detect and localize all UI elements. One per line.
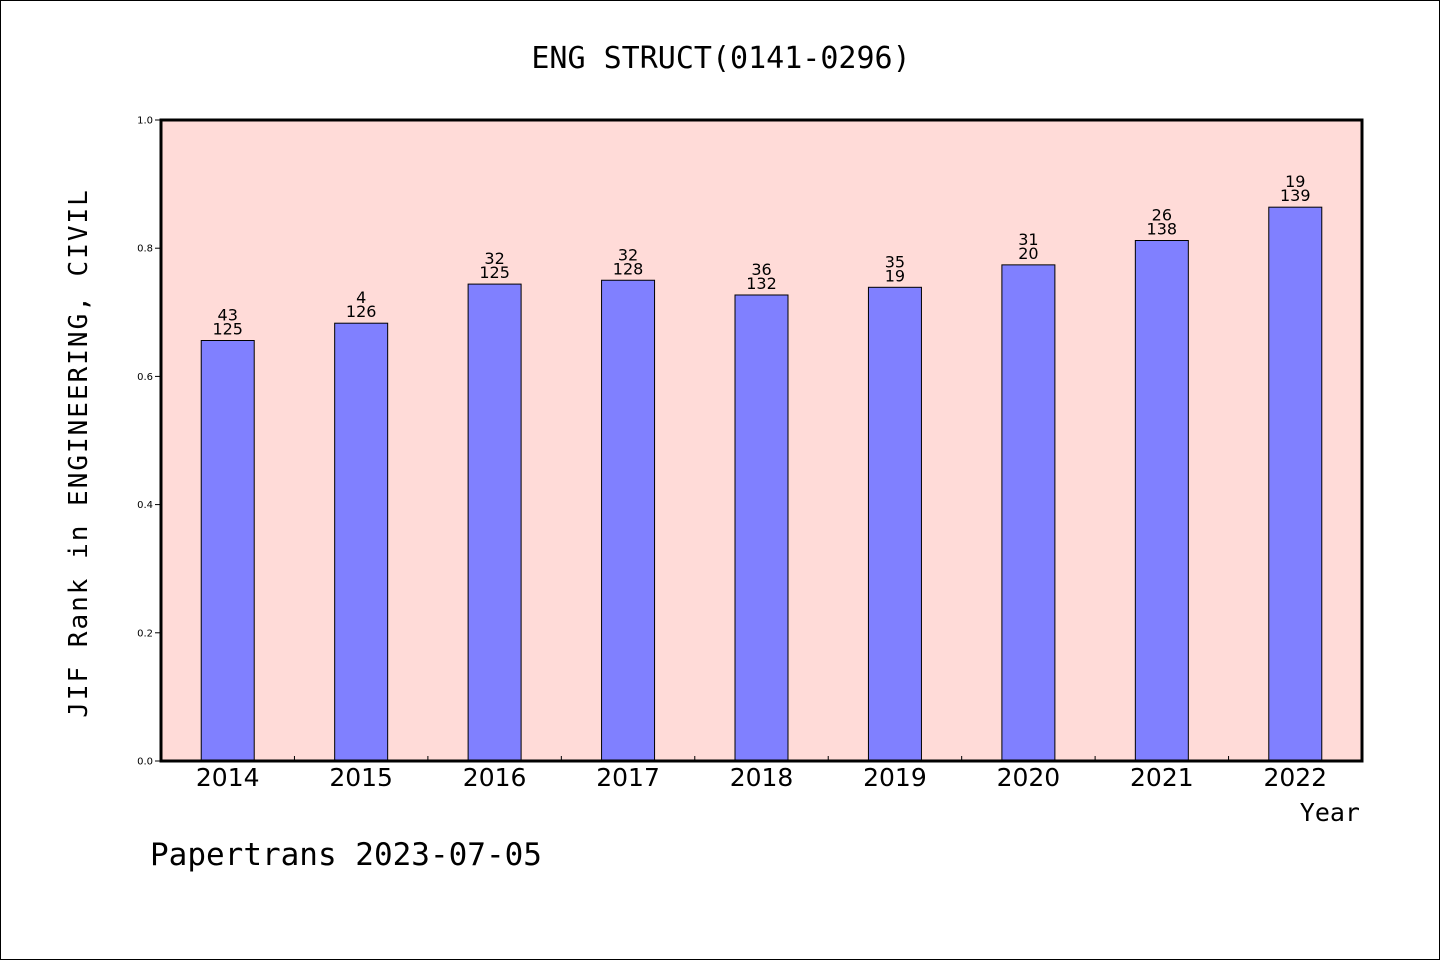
- bar-total-label: 19: [885, 266, 905, 285]
- x-tick-label: 2019: [863, 763, 927, 792]
- x-axis-label: Year: [1300, 798, 1360, 827]
- bar: [1001, 264, 1056, 762]
- x-tick-label: 2016: [463, 763, 527, 792]
- y-tick-label: 0.8: [137, 244, 153, 255]
- x-tick-label: 2022: [1263, 763, 1327, 792]
- bar-rank-label: 4: [356, 288, 366, 307]
- bar-rank-label: 31: [1018, 230, 1038, 249]
- y-tick-label: 0.0: [137, 757, 153, 768]
- bar: [734, 294, 789, 762]
- x-tick-label: 2020: [997, 763, 1061, 792]
- x-tick-label: 2018: [730, 763, 794, 792]
- footer-watermark: Papertrans 2023-07-05: [150, 837, 542, 873]
- bar-rank-label: 32: [618, 245, 638, 264]
- bar-total-label: 20: [1018, 244, 1038, 263]
- y-tick-label: 1.0: [137, 116, 153, 127]
- y-tick-label: 0.2: [137, 628, 153, 639]
- bar: [601, 279, 656, 762]
- bar: [467, 283, 522, 762]
- chart-title: ENG STRUCT(0141-0296): [531, 41, 910, 76]
- bar-total-label: 132: [746, 274, 777, 293]
- bar: [1268, 206, 1323, 762]
- bar-total-label: 139: [1280, 186, 1311, 205]
- bar-total-label: 138: [1147, 220, 1178, 239]
- bar: [200, 340, 255, 762]
- bar-total-label: 126: [346, 302, 377, 321]
- bar-rank-label: 32: [484, 249, 504, 268]
- bar: [867, 286, 922, 762]
- bar-total-label: 125: [479, 263, 510, 282]
- y-tick-label: 0.6: [137, 372, 153, 383]
- bar-rank-label: 36: [751, 260, 771, 279]
- bar-rank-label: 35: [885, 252, 905, 271]
- y-tick-label: 0.4: [137, 500, 153, 511]
- x-tick-label: 2015: [329, 763, 393, 792]
- bar-rank-label: 26: [1152, 206, 1172, 225]
- bar-total-label: 125: [212, 320, 243, 339]
- plot-border: [159, 118, 1364, 763]
- x-tick-label: 2014: [196, 763, 260, 792]
- y-axis-label: JIF Rank in ENGINEERING, CIVIL: [64, 188, 94, 718]
- bar-total-label: 128: [613, 259, 644, 278]
- x-tick-label: 2017: [596, 763, 660, 792]
- bar-rank-label: 19: [1285, 172, 1305, 191]
- plot-area: 0.00.20.40.60.81.04312520144126201532125…: [137, 116, 1364, 792]
- bar-rank-label: 43: [218, 306, 238, 325]
- bar: [334, 322, 389, 762]
- x-tick-label: 2021: [1130, 763, 1194, 792]
- bar: [1134, 240, 1189, 762]
